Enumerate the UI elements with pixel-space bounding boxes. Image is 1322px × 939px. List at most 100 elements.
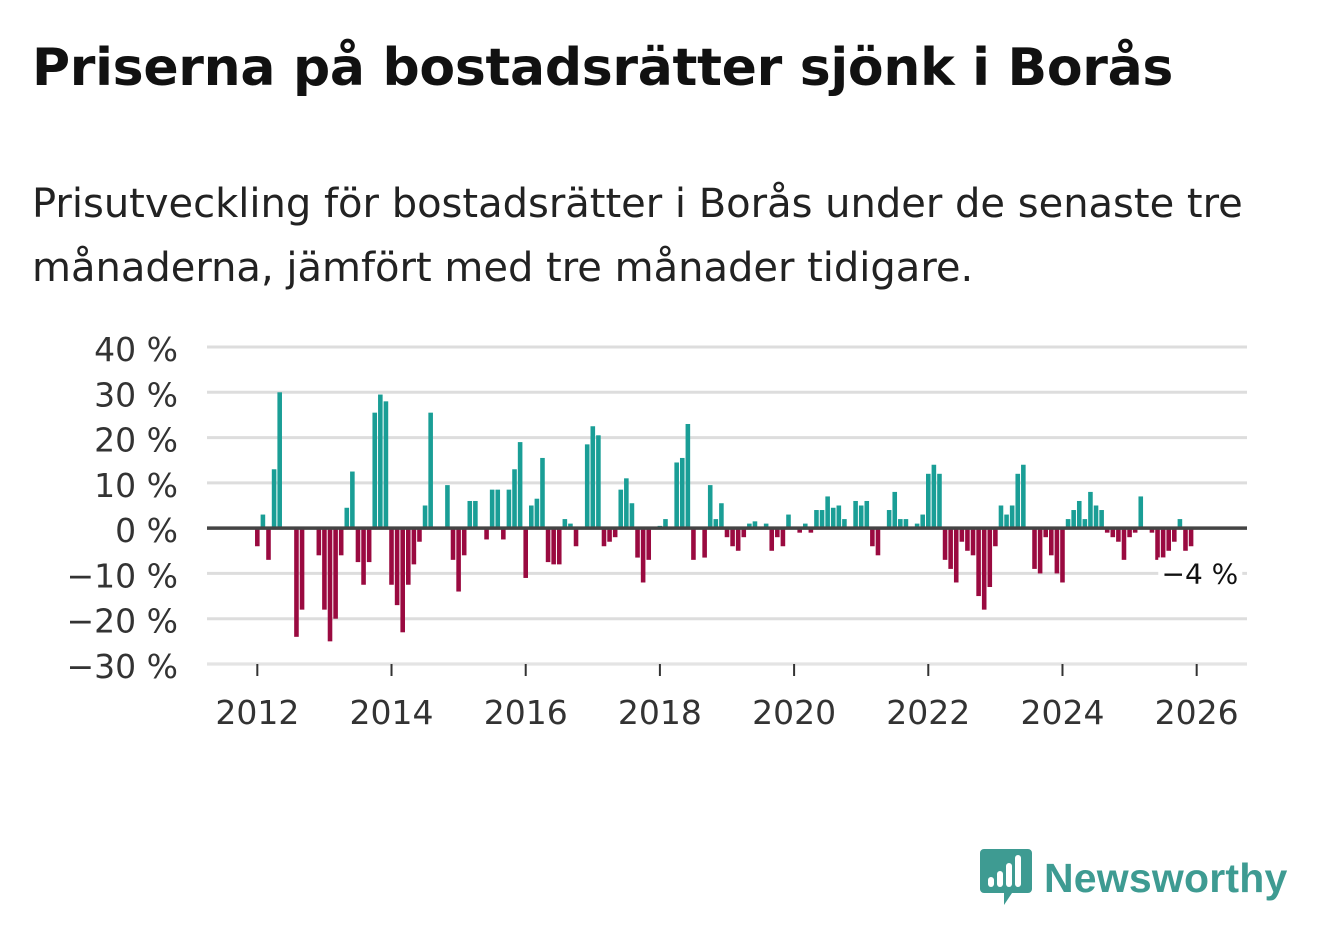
bar: [926, 473, 931, 529]
bar: [1004, 514, 1009, 529]
bar: [523, 528, 528, 578]
bar: [568, 523, 573, 529]
bar: [679, 457, 685, 529]
bar: [612, 528, 618, 538]
bar: [461, 528, 467, 556]
bar: [948, 528, 953, 569]
bar: [266, 528, 271, 560]
bar: [556, 528, 562, 565]
annotation: −4 %: [1158, 557, 1243, 592]
bar: [1099, 510, 1104, 529]
bar: [1104, 528, 1110, 533]
bar: [1065, 519, 1071, 529]
annotation-label: −4 %: [1161, 557, 1238, 590]
bar: [864, 500, 870, 529]
bar: [400, 528, 405, 633]
bar: [596, 435, 601, 529]
x-tick-label: 2020: [752, 693, 836, 732]
bar: [646, 528, 652, 560]
bar: [763, 523, 769, 529]
bar: [1155, 528, 1160, 560]
bar: [618, 489, 624, 529]
bar: [836, 505, 842, 529]
y-tick-label: −20 %: [67, 602, 179, 641]
bar: [1071, 510, 1076, 529]
chart-subtitle: Prisutveckling för bostadsrätter i Borås…: [32, 181, 1243, 291]
bar: [534, 498, 540, 529]
bar: [747, 523, 752, 529]
bar: [797, 528, 802, 533]
bar: [277, 392, 282, 529]
bar: [775, 528, 780, 538]
bar: [1149, 528, 1155, 533]
bar: [830, 507, 836, 529]
bar: [1015, 473, 1021, 529]
bar: [624, 478, 629, 529]
y-tick-label: 40 %: [94, 330, 178, 369]
bar: [903, 519, 909, 529]
bar: [858, 505, 864, 529]
bar: [959, 528, 965, 542]
bar: [495, 489, 501, 529]
y-tick-label: 0 %: [115, 511, 178, 550]
bar: [456, 528, 461, 592]
bar: [517, 442, 523, 529]
bar: [271, 469, 277, 529]
y-tick-label: −30 %: [67, 647, 179, 686]
bar: [1009, 505, 1015, 529]
bar: [707, 485, 713, 529]
bar: [1188, 528, 1194, 547]
bar: [1060, 528, 1065, 583]
brand-logo: Newsworthy: [980, 848, 1288, 908]
x-tick-label: 2012: [215, 693, 299, 732]
bar: [886, 510, 892, 529]
bar: [663, 519, 668, 529]
y-tick-label: 20 %: [94, 421, 178, 460]
bar: [1138, 496, 1144, 529]
bar: [931, 464, 937, 529]
bar: [260, 514, 266, 529]
bars: [255, 392, 1194, 642]
bar: [1043, 528, 1048, 538]
bar: [506, 489, 512, 529]
bar: [389, 528, 394, 585]
bar: [394, 528, 400, 606]
bar: [752, 521, 758, 529]
bar: [674, 462, 679, 529]
y-tick-label: 30 %: [94, 375, 178, 414]
bar: [719, 503, 724, 529]
bar: [361, 528, 366, 585]
bar: [640, 528, 646, 583]
x-tick-label: 2018: [618, 693, 702, 732]
bar: [1049, 528, 1054, 556]
bar: [724, 528, 730, 538]
bar: [814, 510, 819, 529]
bar: [853, 500, 858, 529]
bar: [1076, 500, 1082, 529]
bar: [802, 523, 808, 529]
bar: [937, 473, 942, 529]
y-tick-label: −10 %: [67, 556, 179, 595]
bar: [1054, 528, 1060, 574]
bar: [417, 528, 422, 542]
bar: [512, 469, 517, 529]
bar: [484, 528, 489, 540]
brand-name: Newsworthy: [1044, 854, 1288, 901]
bar: [981, 528, 987, 610]
bar: [629, 503, 635, 529]
bar: [1110, 528, 1116, 538]
bar: [914, 523, 920, 529]
y-tick-label: 10 %: [94, 466, 178, 505]
x-tick-label: 2026: [1155, 693, 1239, 732]
bar: [635, 528, 640, 558]
chart-title: Priserna på bostadsrätter sjönk i Borås: [32, 38, 1174, 98]
bar: [1166, 528, 1172, 551]
bar: [953, 528, 959, 583]
bar: [372, 412, 378, 529]
bar: [540, 457, 545, 529]
bar: [601, 528, 607, 547]
bar: [355, 528, 361, 563]
bar: [584, 444, 590, 529]
bar: [255, 528, 260, 547]
bar: [378, 394, 383, 529]
